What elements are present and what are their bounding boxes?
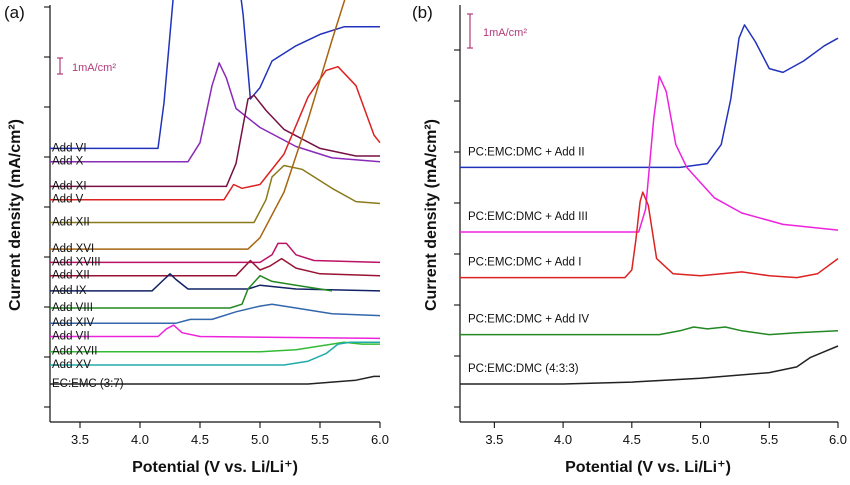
series-label-11: Add XIV (52, 317, 95, 329)
x-tick-label: 4.0 (554, 432, 572, 447)
x-tick-label: 4.0 (131, 432, 149, 447)
series-label-10: Add VIII (52, 302, 93, 314)
series-line-3 (460, 191, 839, 279)
panel-a-x-ticks: 3.5 4.0 4.5 5.0 5.5 6.0 (71, 422, 389, 447)
panel-a-scale-bar: 1mA/cm² (57, 57, 116, 75)
panel-a-scale-label: 1mA/cm² (72, 62, 116, 74)
x-tick-label: 4.5 (191, 432, 209, 447)
panel-b-y-axis-title: Current density (mA/cm²) (423, 119, 440, 311)
panel-b-y-ticks (454, 49, 460, 408)
panel-b: (b) 3.5 4.0 4.5 5.0 5.5 6.0 PC:EMC:DMC + Add … (412, 3, 847, 476)
panel-b-series-labels: PC:EMC:DMC + Add II PC:EMC:DMC + Add III P… (468, 146, 589, 375)
panel-a-series (50, 0, 381, 385)
series-line-5 (50, 164, 381, 224)
series-label-4: PC:EMC:DMC + Add IV (468, 314, 589, 326)
panel-b-x-ticks: 3.5 4.0 4.5 5.0 5.5 6.0 (485, 422, 847, 447)
x-tick-label: 5.0 (251, 432, 269, 447)
panel-a: (a) 3.5 4.0 4.5 5.0 5.5 6.0 Add VI Add X Add XI… (4, 0, 389, 476)
series-line-9 (50, 273, 381, 292)
panel-b-scale-bar: 1mA/cm² (467, 13, 527, 49)
series-line-15 (50, 375, 380, 385)
series-line-4 (50, 65, 381, 201)
panel-a-y-axis-title: Current density (mA/cm²) (7, 119, 24, 311)
panel-b-x-axis-title: Potential (V vs. Li/Li⁺) (565, 459, 731, 476)
series-label-13: Add XVII (52, 346, 97, 358)
series-label-8: Add XII (52, 270, 90, 282)
series-line-6 (50, 0, 346, 250)
series-label-2: PC:EMC:DMC + Add III (468, 211, 588, 223)
panel-b-series (460, 24, 839, 385)
x-tick-label: 6.0 (829, 432, 847, 447)
x-tick-label: 5.5 (760, 432, 778, 447)
series-label-3: PC:EMC:DMC + Add I (468, 257, 581, 269)
x-tick-label: 5.5 (311, 432, 329, 447)
series-label-5: Add XII (52, 217, 90, 229)
series-label-7: Add XVIII (52, 256, 101, 268)
series-line-1 (460, 24, 839, 169)
panel-a-y-ticks (44, 6, 50, 408)
series-line-10 (50, 274, 333, 309)
series-line-1 (50, 0, 380, 150)
x-tick-label: 4.5 (623, 432, 641, 447)
series-line-4 (460, 326, 839, 336)
series-line-2 (460, 75, 839, 233)
series-label-9: Add IX (52, 285, 87, 297)
series-label-5: PC:EMC:DMC (4:3:3) (468, 363, 579, 375)
series-line-2 (50, 62, 381, 163)
panel-a-letter: (a) (4, 3, 25, 22)
x-tick-label: 6.0 (371, 432, 389, 447)
series-line-3 (50, 94, 380, 188)
x-tick-label: 3.5 (485, 432, 503, 447)
series-label-2: Add X (52, 156, 84, 168)
series-line-14 (50, 341, 380, 366)
series-line-8 (50, 257, 381, 277)
series-line-12 (50, 324, 381, 340)
series-label-15: EC:EMC (3:7) (52, 378, 124, 390)
series-label-14: Add XV (52, 359, 91, 371)
panel-a-x-axis-title: Potential (V vs. Li/Li⁺) (132, 459, 298, 476)
x-tick-label: 5.0 (692, 432, 710, 447)
panel-b-letter: (b) (412, 3, 433, 22)
series-label-6: Add XVI (52, 243, 94, 255)
series-label-4: Add V (52, 194, 84, 206)
series-line-7 (50, 242, 381, 264)
series-label-12: Add VII (52, 331, 90, 343)
series-line-13 (50, 341, 380, 353)
series-label-3: Add XI (52, 180, 87, 192)
series-line-5 (460, 345, 839, 385)
series-line-11 (50, 303, 381, 324)
series-label-1: Add VI (52, 142, 87, 154)
panel-b-scale-label: 1mA/cm² (483, 27, 527, 39)
x-tick-label: 3.5 (71, 432, 89, 447)
series-label-1: PC:EMC:DMC + Add II (468, 146, 585, 158)
